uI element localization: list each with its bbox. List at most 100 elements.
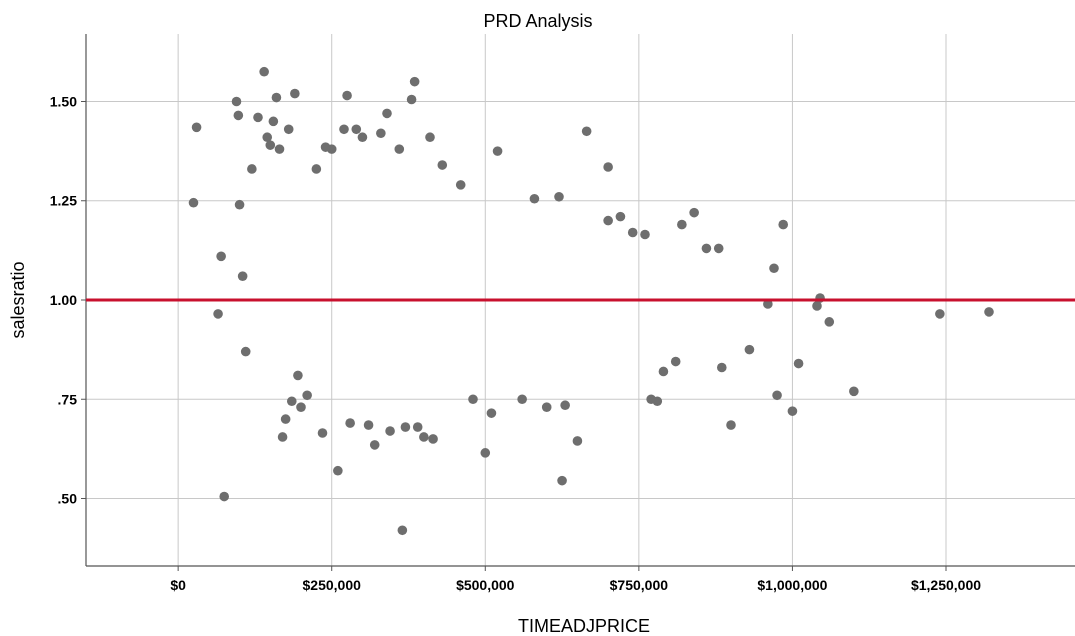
scatter-point [268,116,279,127]
scatter-point [247,164,257,174]
scatter-point [627,227,638,238]
scatter-point [191,122,202,133]
y-tick-label: .50 [58,491,78,507]
scatter-point [363,420,374,430]
scatter-point [311,164,322,174]
scatter-point [701,243,712,254]
scatter-point [397,525,408,536]
scatter-point [935,309,945,319]
scatter-point [409,76,420,87]
scatter-point [787,406,798,416]
scatter-point [486,408,497,418]
scatter-point [769,263,779,274]
scatter-point [385,426,395,436]
scatter-point [216,251,226,262]
scatter-point [240,346,251,357]
scatter-point [772,390,782,401]
scatter-point [652,396,663,407]
scatter-point [517,394,527,405]
scatter-point [394,144,405,154]
scatter-point [793,358,804,369]
x-tick-label: $0 [170,577,186,593]
scatter-point [412,422,423,432]
chart-title: PRD Analysis [483,11,592,31]
scatter-point [677,219,687,230]
scatter-point [339,124,349,135]
scatter-point [541,402,552,412]
scatter-point [419,432,429,442]
scatter-point [437,160,448,170]
scatter-point [615,211,626,222]
scatter-point [557,475,567,486]
scatter-point [345,418,355,428]
scatter-point [480,448,491,458]
scatter-point [670,356,681,367]
scatter-point [262,132,273,143]
x-tick-label: $750,000 [610,577,669,593]
scatter-point [382,108,392,119]
scatter-point [658,366,669,377]
scatter-point [265,140,276,150]
scatter-point [455,180,466,190]
scatter-point [253,112,263,123]
scatter-point [286,396,297,407]
scatter-point [231,96,242,107]
x-tick-label: $1,000,000 [757,577,827,593]
scatter-point [342,90,352,101]
scatter-point [428,434,438,444]
scatter-point [713,243,724,254]
scatter-point [234,199,245,210]
y-axis-title: salesratio [8,261,28,338]
scatter-point [716,362,727,373]
scatter-point [812,301,822,311]
x-tick-label: $250,000 [303,577,362,593]
scatter-point [529,193,540,204]
scatter-point [283,124,294,135]
tick-label-layer: $0 $250,000 $500,000 $750,000 $1,000,000 $1,2… [50,93,981,593]
scatter-point [689,207,699,218]
scatter-point [744,344,755,355]
scatter-point [603,162,613,172]
scatter-point [219,491,230,502]
scatter-point [425,132,435,143]
x-tick-label: $500,000 [456,577,515,593]
scatter-point [293,370,303,381]
x-axis-title: TIMEADJPRICE [518,616,650,636]
scatter-point [290,88,300,99]
scatter-point [984,307,994,317]
scatter-point [572,436,583,446]
scatter-point [259,66,269,77]
y-tick-label: 1.50 [50,93,77,109]
scatter-point [726,420,736,430]
scatter-point [333,465,343,476]
scatter-point [376,128,386,139]
scatter-point [326,144,337,154]
scatter-point [640,229,650,240]
scatter-point [357,132,368,143]
scatter-point [302,390,312,401]
scatter-point [274,144,285,154]
scatter-point [296,402,306,412]
scatter-point [280,414,291,424]
scatter-point [406,94,417,105]
scatter-point [603,215,613,226]
scatter-point [277,432,288,442]
scatter-point [468,394,478,405]
scatter-point [581,126,592,137]
scatter-point [554,191,564,202]
points-layer [188,66,994,536]
scatter-point [271,92,282,103]
scatter-point [351,124,362,135]
scatter-point [317,428,328,438]
scatter-point [400,422,411,432]
scatter-point [233,110,244,121]
scatter-point [560,400,570,411]
y-tick-label: .75 [58,391,78,407]
scatter-point [492,146,503,156]
scatter-point [237,271,248,281]
scatter-point [849,386,859,397]
scatter-point [369,440,380,450]
scatter-point [824,317,835,327]
scatter-point [778,219,789,230]
